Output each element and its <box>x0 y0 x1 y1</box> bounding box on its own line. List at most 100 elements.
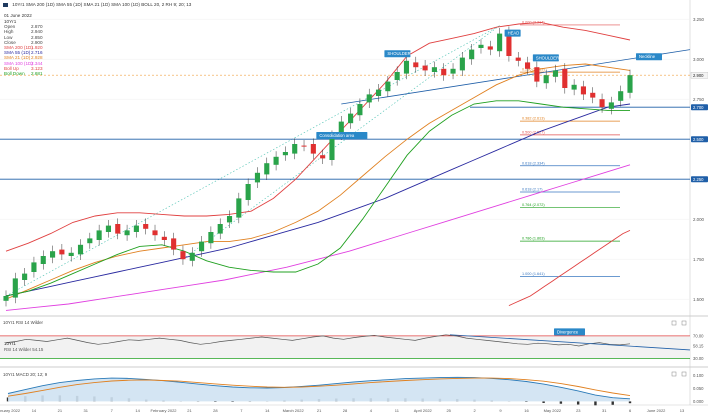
macd-title: 10Yr1 MACD 20; 12; 9 <box>3 372 48 377</box>
candle-body <box>553 70 558 76</box>
series-line-sma-200-1d- <box>509 230 630 305</box>
y-tick-label: 30.00 <box>693 356 704 361</box>
candle-body <box>395 72 400 80</box>
candle-body <box>367 94 372 102</box>
macd-histogram-bar <box>525 401 527 402</box>
candle-body <box>87 238 92 243</box>
x-tick-label: 31 <box>602 408 607 413</box>
candle-body <box>152 230 157 235</box>
ohlc-row-value: 2.681 <box>31 71 43 76</box>
annotation-label: SHOULDER <box>387 51 410 56</box>
indicator-header: 10Yr1 SMA 200 (1D) SMA 55 (1D) SMA 21 (1… <box>3 2 191 7</box>
candle-body <box>609 102 614 108</box>
x-tick-label: 14 <box>135 408 140 413</box>
candle-body <box>301 146 306 147</box>
candle-body <box>274 157 279 165</box>
candle-body <box>599 99 604 107</box>
annotation-label: Divergence <box>557 329 579 334</box>
candle-body <box>460 58 465 71</box>
candle-body <box>78 245 83 255</box>
settings-icon <box>672 372 676 376</box>
candle-body <box>236 198 241 217</box>
candle-body <box>190 253 195 261</box>
ohlc-row-label: Boll Down <box>4 71 31 76</box>
candle-body <box>97 230 102 240</box>
candle-body <box>376 90 381 96</box>
y-tick-label: 1.750 <box>693 257 705 262</box>
x-tick-label: June 2022 <box>647 408 666 413</box>
macd-histogram-bar <box>594 401 596 405</box>
candle-body <box>590 93 595 98</box>
x-tick-label: February 2022 <box>151 408 178 413</box>
candle-body <box>171 238 176 249</box>
candle-body <box>357 104 362 115</box>
macd-histogram-bar <box>231 401 233 402</box>
y-tick-label: 70.00 <box>693 333 704 338</box>
x-tick-label: January 2022 <box>0 408 21 413</box>
candle-body <box>106 226 111 232</box>
macd-histogram-bar <box>542 401 544 403</box>
fib-level-label: 0.786 (1.863) <box>522 237 545 241</box>
y-tick-label: 2.000 <box>693 217 705 222</box>
candle-body <box>227 216 232 222</box>
annotation-label: Neckline <box>639 54 656 59</box>
macd-histogram-bar <box>577 401 579 404</box>
candle-body <box>69 253 74 256</box>
candle-body <box>627 75 632 93</box>
cursor-date: 01 June 2022 <box>4 13 32 18</box>
x-tick-label: 14 <box>32 408 37 413</box>
x-tick-label: 25 <box>446 408 451 413</box>
x-tick-label: March 2022 <box>283 408 305 413</box>
y-tick-label: 0.000 <box>693 399 704 404</box>
candle-body <box>246 184 251 200</box>
candle-body <box>59 250 64 255</box>
x-tick-label: 31 <box>84 408 89 413</box>
candle-body <box>13 278 18 297</box>
instrument-icon <box>3 3 8 7</box>
annotation-label: Consolidation area <box>319 133 355 138</box>
x-tick-label: 21 <box>58 408 63 413</box>
candle-body <box>432 67 437 72</box>
y-tick-label: 3.000 <box>693 57 705 62</box>
y-tick-label: 0.100 <box>693 373 704 378</box>
x-tick-label: 21 <box>187 408 192 413</box>
x-tick-label: April 2022 <box>414 408 433 413</box>
candle-body <box>469 50 474 60</box>
x-tick-label: 11 <box>395 408 400 413</box>
rsi-title: 10Yr1 RSI 14 Wilder <box>3 320 44 325</box>
x-tick-label: 28 <box>213 408 218 413</box>
x-tick-label: 21 <box>317 408 322 413</box>
candle-body <box>329 136 334 160</box>
macd-histogram-bar <box>214 401 216 402</box>
candle-body <box>311 144 316 154</box>
candle-body <box>544 75 549 83</box>
candle-body <box>292 144 297 154</box>
candle-body <box>134 226 139 232</box>
fib-level-label: 0.382 (2.613) <box>522 117 545 121</box>
y-tick-label: 2.750 <box>693 97 705 102</box>
close-icon <box>682 372 686 376</box>
x-tick-label: 23 <box>576 408 581 413</box>
candle-body <box>348 114 353 124</box>
candle-body <box>208 232 213 243</box>
fib-level-label: 0.764 (2.072) <box>522 203 545 207</box>
candle-body <box>283 152 288 155</box>
candle-body <box>385 82 390 92</box>
candle-body <box>404 61 409 74</box>
indicator-header-text: 10Yr1 SMA 200 (1D) SMA 55 (1D) SMA 21 (1… <box>12 2 191 7</box>
x-tick-label: 2 <box>473 408 476 413</box>
x-tick-label: 4 <box>370 408 373 413</box>
candle-body <box>423 66 428 71</box>
x-tick-label: 6 <box>629 408 632 413</box>
fib-level-label: 0.618 (2.334) <box>522 161 545 165</box>
level-price-label: 2.700 <box>693 105 704 110</box>
candle-body <box>180 251 185 259</box>
current-price-label: 2.900 <box>693 73 704 78</box>
fib-level-label: 0.618 (2.17) <box>522 188 543 192</box>
candle-body <box>572 85 577 90</box>
macd-histogram-bar <box>560 401 562 403</box>
x-tick-label: May 2022 <box>544 408 562 413</box>
